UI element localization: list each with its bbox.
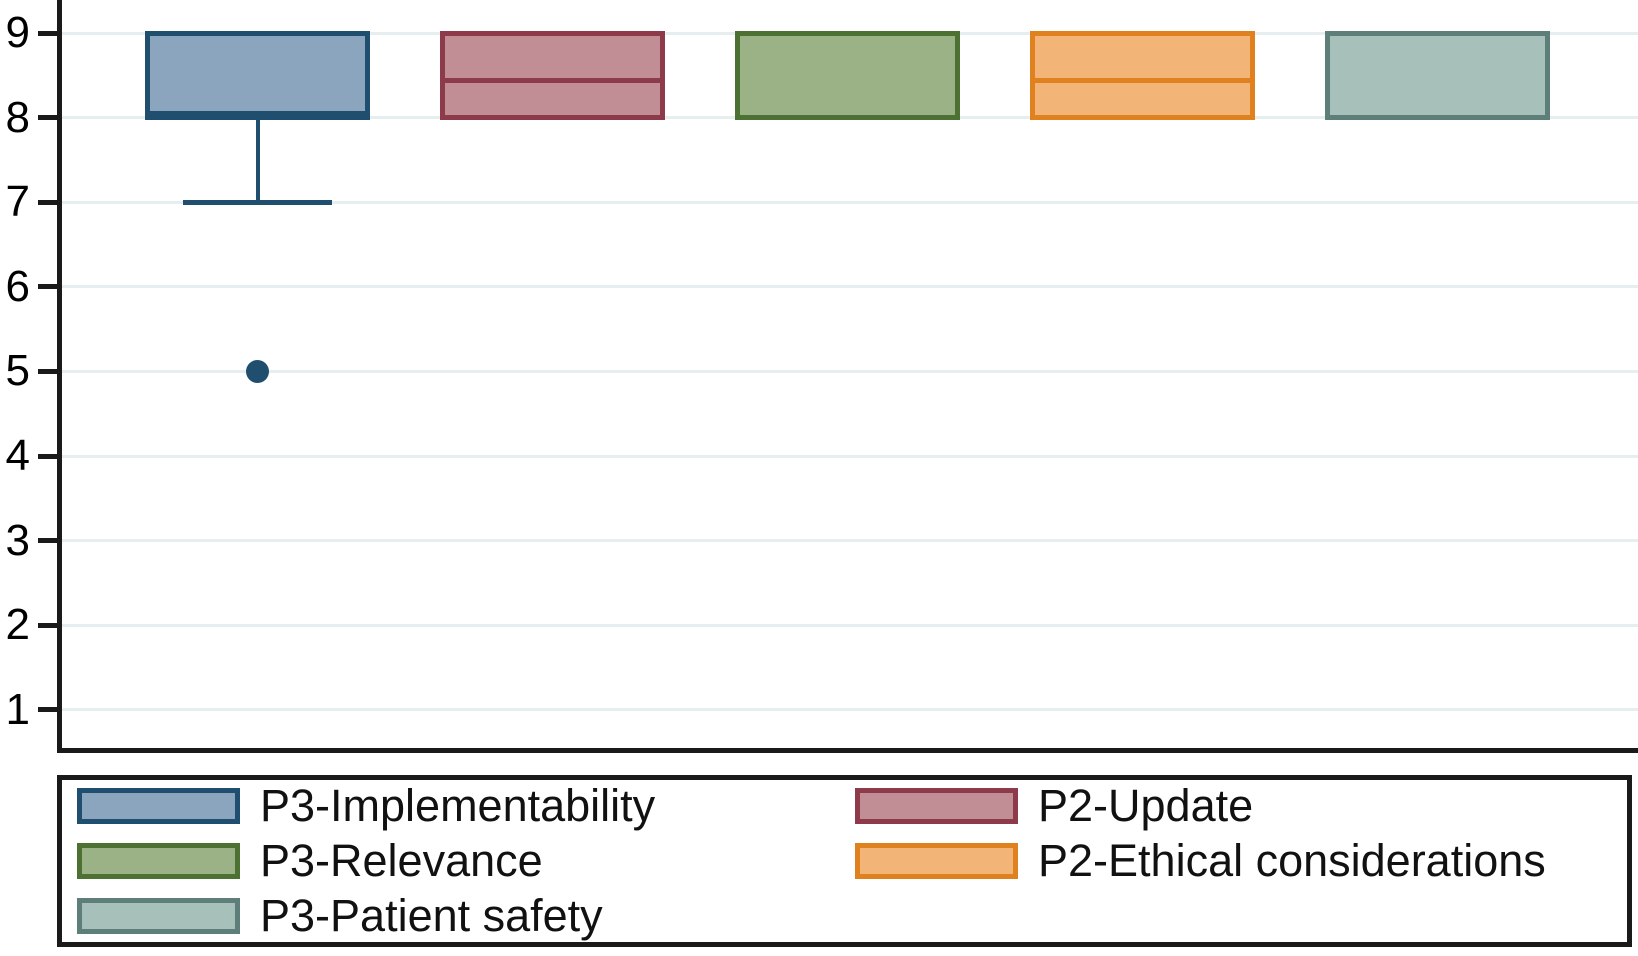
legend-swatch-p3-patient-safety bbox=[77, 898, 240, 934]
y-axis-tick bbox=[38, 538, 57, 544]
x-axis-line bbox=[57, 748, 1638, 753]
y-axis-tick-label: 6 bbox=[5, 261, 30, 311]
gridline bbox=[62, 200, 1638, 204]
box-p3-implementability bbox=[145, 30, 370, 121]
y-axis-tick bbox=[38, 199, 57, 205]
y-axis-tick-label: 5 bbox=[5, 346, 30, 396]
y-axis-tick-label: 8 bbox=[5, 92, 30, 142]
y-axis-tick-label: 3 bbox=[5, 515, 30, 565]
y-axis-line bbox=[57, 0, 62, 753]
y-axis-tick bbox=[38, 30, 57, 36]
lower-whisker-line bbox=[255, 117, 260, 203]
y-axis-tick-label: 9 bbox=[5, 8, 30, 57]
y-axis-tick-label: 1 bbox=[5, 684, 30, 734]
legend-swatch-p3-implementability bbox=[77, 788, 240, 824]
legend-label-p2-ethical-considerations: P2-Ethical considerations bbox=[1038, 835, 1546, 886]
median-line bbox=[1035, 77, 1250, 83]
box-p3-patient-safety bbox=[1325, 30, 1550, 121]
outlier-dot bbox=[246, 359, 269, 383]
gridline bbox=[62, 369, 1638, 373]
legend-swatch-p2-ethical-considerations bbox=[855, 843, 1018, 879]
gridline bbox=[62, 539, 1638, 543]
gridline bbox=[62, 454, 1638, 458]
box-p2-update bbox=[440, 30, 665, 121]
legend-label-p3-relevance: P3-Relevance bbox=[260, 835, 543, 886]
gridline bbox=[62, 708, 1638, 712]
y-axis-tick-label: 2 bbox=[5, 600, 30, 650]
y-axis-tick bbox=[38, 453, 57, 459]
y-axis-tick bbox=[38, 368, 57, 374]
legend-swatch-p3-relevance bbox=[77, 843, 240, 879]
legend-swatch-p2-update bbox=[855, 788, 1018, 824]
y-axis-tick-label: 7 bbox=[5, 177, 30, 227]
median-line bbox=[445, 77, 660, 83]
y-axis-tick bbox=[38, 622, 57, 628]
box-p3-relevance bbox=[735, 30, 960, 121]
legend-label-p3-patient-safety: P3-Patient safety bbox=[260, 890, 603, 941]
legend: P3-Implementability P3-Relevance P3-Patien… bbox=[57, 775, 1632, 947]
y-axis-tick-label: 4 bbox=[5, 431, 30, 480]
y-axis-tick bbox=[38, 707, 57, 713]
legend-label-p3-implementability: P3-Implementability bbox=[260, 780, 656, 831]
legend-label-p2-update: P2-Update bbox=[1038, 780, 1254, 831]
lower-whisker-cap bbox=[183, 200, 332, 205]
y-axis-tick bbox=[38, 115, 57, 121]
box-p2-ethical-considerations bbox=[1030, 30, 1255, 121]
gridline bbox=[62, 623, 1638, 627]
y-axis-tick bbox=[38, 284, 57, 290]
gridline bbox=[62, 285, 1638, 289]
